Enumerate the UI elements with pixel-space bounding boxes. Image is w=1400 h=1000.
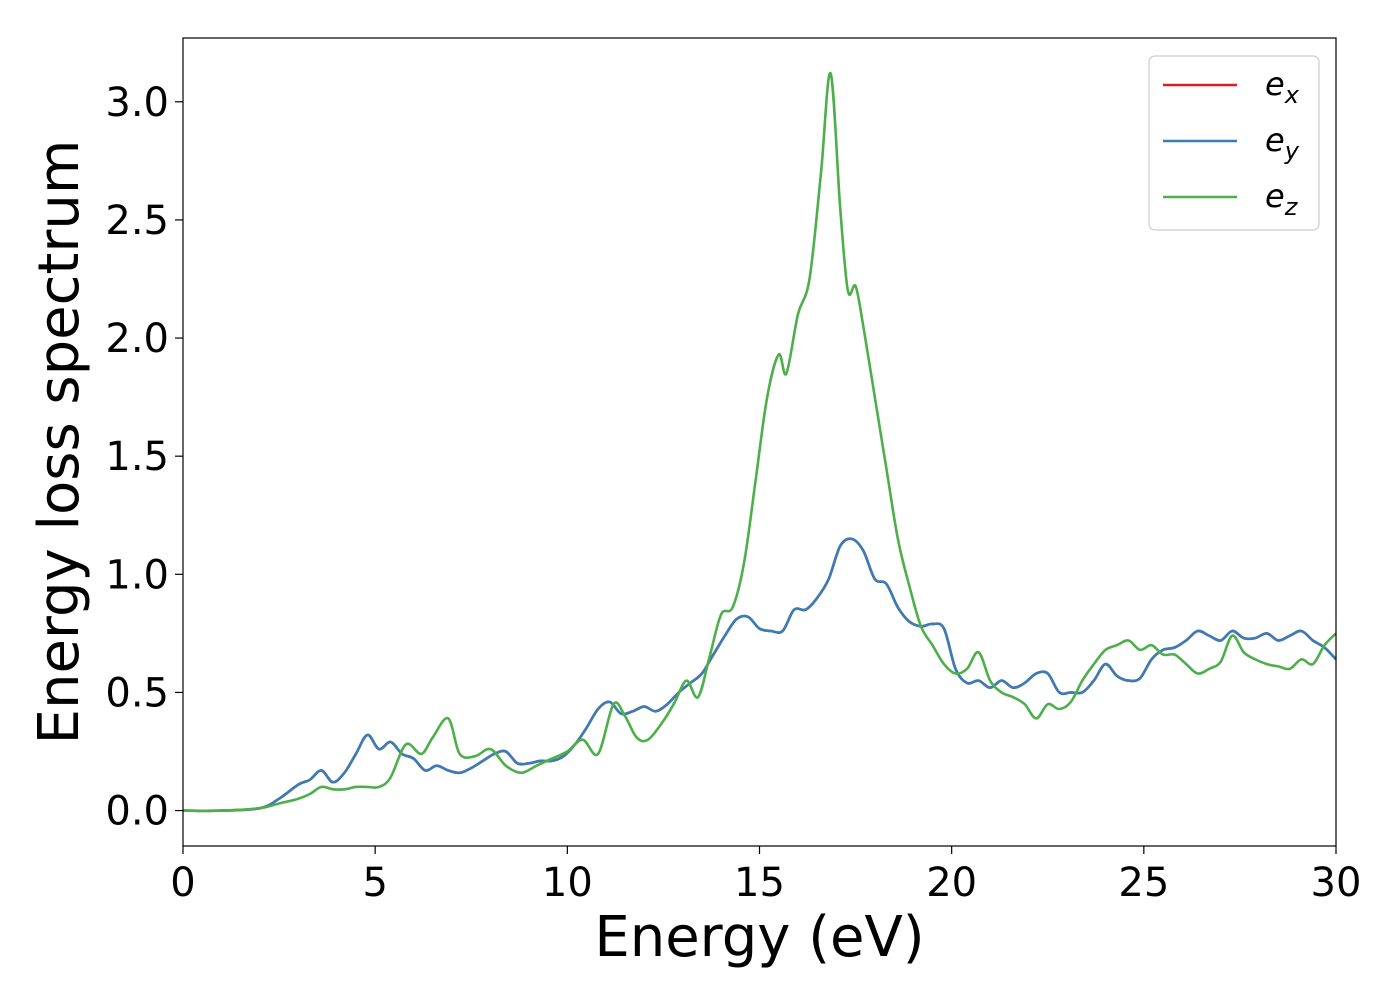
y-axis-title: Energy loss spectrum — [27, 140, 92, 745]
y-tick-label: 0.5 — [105, 670, 169, 716]
y-tick-label: 1.0 — [105, 552, 169, 598]
x-tick-label: 10 — [542, 860, 593, 906]
x-tick-label: 30 — [1311, 860, 1362, 906]
y-tick-label: 0.0 — [105, 789, 169, 835]
x-tick-label: 15 — [734, 860, 785, 906]
y-tick-label: 3.0 — [105, 80, 169, 126]
legend-box — [1148, 55, 1320, 231]
x-tick-label: 20 — [926, 860, 977, 906]
x-tick-label: 5 — [362, 860, 387, 906]
series-line-ey — [183, 537, 1336, 813]
legend-label-subscript: z — [1284, 193, 1299, 221]
legend-label-base: e — [1265, 65, 1285, 103]
y-axis-ticks: 0.0 0.5 1.0 1.5 2.0 2.5 3.0 — [105, 80, 183, 835]
legend-label-subscript: x — [1284, 81, 1300, 109]
legend-label-ex: ex — [1265, 65, 1300, 109]
legend-label-ey: ey — [1265, 121, 1300, 165]
series-line-ez — [183, 72, 1336, 813]
legend-label-base: e — [1265, 121, 1285, 159]
plot-lines — [183, 72, 1336, 813]
x-tick-label: 25 — [1118, 860, 1169, 906]
legend-label-ez: ez — [1265, 177, 1299, 221]
x-axis-title: Energy (eV) — [594, 905, 924, 970]
y-tick-label: 2.5 — [105, 198, 169, 244]
x-tick-label: 0 — [170, 860, 195, 906]
y-tick-label: 1.5 — [105, 434, 169, 480]
legend-label-base: e — [1265, 177, 1285, 215]
legend-label-subscript: y — [1284, 137, 1300, 165]
y-tick-label: 2.0 — [105, 316, 169, 362]
x-axis-ticks: 0 5 10 15 20 25 30 — [170, 846, 1361, 906]
